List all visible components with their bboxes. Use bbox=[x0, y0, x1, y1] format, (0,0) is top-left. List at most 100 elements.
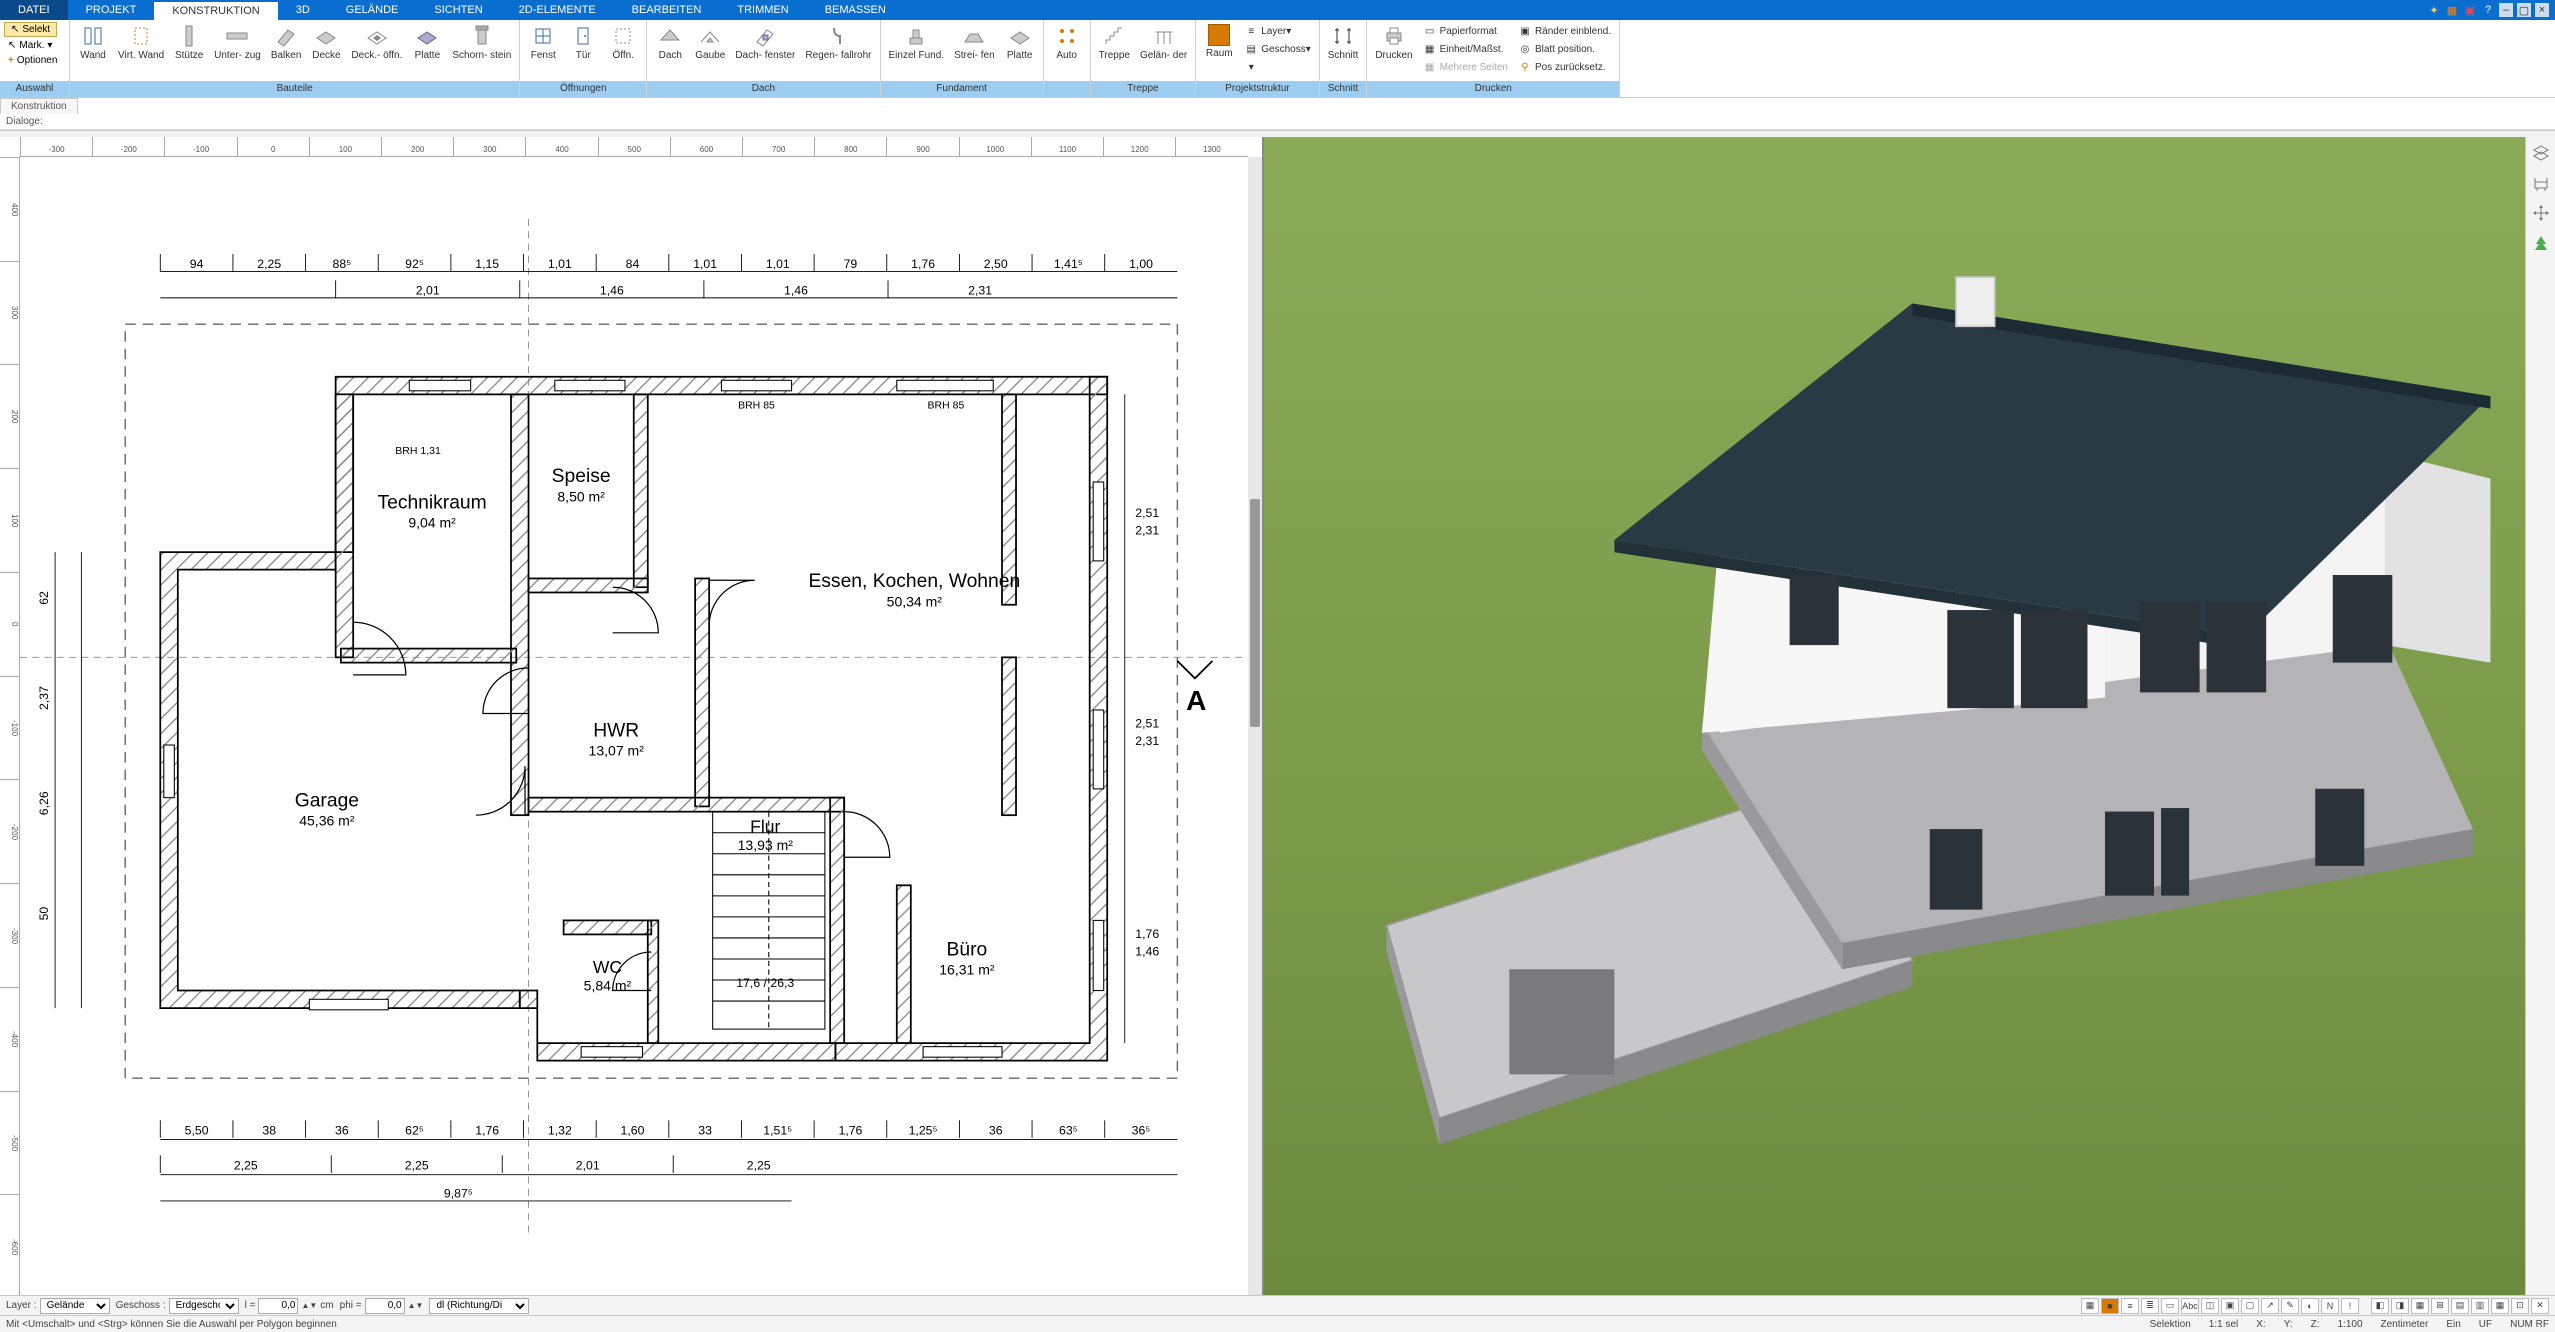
bottom-btn[interactable]: ⊡ bbox=[2511, 1298, 2529, 1314]
phi-input[interactable] bbox=[365, 1298, 405, 1314]
bottom-btn[interactable]: ↗ bbox=[2261, 1298, 2279, 1314]
bottom-btn[interactable]: ▢ bbox=[2241, 1298, 2259, 1314]
help-icon[interactable]: ? bbox=[2481, 3, 2495, 17]
mehrere-seiten-button[interactable]: ▦Mehrere Seiten bbox=[1419, 58, 1512, 76]
blattpos-button[interactable]: ◎Blatt position. bbox=[1514, 40, 1615, 58]
raum-button[interactable]: Raum bbox=[1200, 22, 1238, 61]
fenster-button[interactable]: Fenst bbox=[524, 22, 562, 63]
geschoss-button[interactable]: ▤Geschoss ▾ bbox=[1240, 40, 1315, 58]
bottom-btn[interactable]: N bbox=[2321, 1298, 2339, 1314]
schnitt-button[interactable]: Schnitt bbox=[1324, 22, 1363, 63]
bottom-btn[interactable]: ■ bbox=[2101, 1298, 2119, 1314]
mark-button[interactable]: ↖Mark. ▾ bbox=[4, 39, 56, 52]
bottom-btn[interactable]: ▦ bbox=[2491, 1298, 2509, 1314]
menu-tab-trimmen[interactable]: TRIMMEN bbox=[719, 0, 806, 20]
bottom-btn[interactable]: ▣ bbox=[2221, 1298, 2239, 1314]
bottom-btn[interactable]: ! bbox=[2341, 1298, 2359, 1314]
menu-tab-gelaende[interactable]: GELÄNDE bbox=[328, 0, 417, 20]
menu-tab-konstruktion[interactable]: KONSTRUKTION bbox=[154, 0, 277, 20]
tool-icon[interactable]: ▣ bbox=[2463, 3, 2477, 17]
tool-icon[interactable]: ▦ bbox=[2445, 3, 2459, 17]
bottom-btn[interactable]: ≡ bbox=[2121, 1298, 2139, 1314]
bottom-btn[interactable]: ◨ bbox=[2391, 1298, 2409, 1314]
bottom-btn[interactable]: ▥ bbox=[2471, 1298, 2489, 1314]
bottom-btn[interactable]: ▭ bbox=[2161, 1298, 2179, 1314]
virtwand-button[interactable]: Virt. Wand bbox=[114, 22, 168, 63]
plan-canvas[interactable]: A Technikraum9,04 m² Speise8,50 m² Essen… bbox=[20, 157, 1248, 1298]
auto-button[interactable]: Auto bbox=[1048, 22, 1086, 63]
papierformat-button[interactable]: ▭Papierformat bbox=[1419, 22, 1512, 40]
bottom-btn[interactable]: ⊞ bbox=[2431, 1298, 2449, 1314]
einzelfund-button[interactable]: Einzel Fund. bbox=[885, 22, 949, 63]
streifen-button[interactable]: Strei- fen bbox=[950, 22, 999, 63]
view-3d[interactable] bbox=[1264, 137, 2526, 1298]
regenfallrohr-button[interactable]: Regen- fallrohr bbox=[801, 22, 875, 63]
bottom-btn[interactable]: ◫ bbox=[2201, 1298, 2219, 1314]
l-input[interactable] bbox=[258, 1298, 298, 1314]
bottom-buttons: ▦■ ≡≣ ▭Abc ◫▣ ▢↗ ✎◐ N! ◧◨ ▦⊞ ▤▥ ▦⊡ ✕ bbox=[2081, 1298, 2549, 1314]
bottom-btn[interactable]: ▤ bbox=[2451, 1298, 2469, 1314]
einheit-button[interactable]: ▦Einheit/Maßst. bbox=[1419, 40, 1512, 58]
balken-button[interactable]: Balken bbox=[267, 22, 306, 63]
fplatte-button[interactable]: Platte bbox=[1001, 22, 1039, 63]
schornstein-button[interactable]: Schorn- stein bbox=[448, 22, 515, 63]
menu-tab-projekt[interactable]: PROJEKT bbox=[68, 0, 155, 20]
dachfenster-button[interactable]: Dach- fenster bbox=[731, 22, 799, 63]
opening-icon bbox=[611, 24, 635, 48]
dach-button[interactable]: Dach bbox=[651, 22, 689, 63]
menu-tab-bemassen[interactable]: BEMASSEN bbox=[807, 0, 904, 20]
layer-button[interactable]: ≡Layer ▾ bbox=[1240, 22, 1315, 40]
menu-tab-bearbeiten[interactable]: BEARBEITEN bbox=[614, 0, 720, 20]
optionen-button[interactable]: +Optionen bbox=[4, 54, 61, 67]
menu-tab-3d[interactable]: 3D bbox=[278, 0, 328, 20]
foundation-icon bbox=[904, 24, 928, 48]
tree-panel-icon[interactable] bbox=[2531, 233, 2551, 253]
geschoss-select[interactable]: Erdgeschos bbox=[169, 1298, 239, 1314]
wand-button[interactable]: Wand bbox=[74, 22, 112, 63]
stuetze-button[interactable]: Stütze bbox=[170, 22, 208, 63]
bottom-btn[interactable]: ≣ bbox=[2141, 1298, 2159, 1314]
subtab-konstruktion[interactable]: Konstruktion bbox=[0, 98, 78, 114]
bottom-btn[interactable]: ✕ bbox=[2531, 1298, 2549, 1314]
tool-icon[interactable]: ✦ bbox=[2427, 3, 2441, 17]
layer-select[interactable]: Gelände bbox=[40, 1298, 110, 1314]
dl-select[interactable]: dl (Richtung/Di bbox=[429, 1298, 529, 1314]
minimize-icon[interactable]: – bbox=[2499, 3, 2513, 17]
ribbon: ↖Selekt ↖Mark. ▾ +Optionen Auswahl Wand … bbox=[0, 20, 2555, 98]
raender-button[interactable]: ▣Ränder einblend. bbox=[1514, 22, 1615, 40]
menu-tab-datei[interactable]: DATEI bbox=[0, 0, 68, 20]
struct-button[interactable]: ▾ bbox=[1240, 58, 1315, 76]
menu-tab-sichten[interactable]: SICHTEN bbox=[416, 0, 500, 20]
gelaender-button[interactable]: Gelän- der bbox=[1136, 22, 1191, 63]
page-icon: ▭ bbox=[1423, 24, 1437, 38]
posreset-button[interactable]: ⚲Pos zurücksetz. bbox=[1514, 58, 1615, 76]
status-uf: UF bbox=[2479, 1319, 2492, 1330]
bottom-btn[interactable]: ✎ bbox=[2281, 1298, 2299, 1314]
scrollbar-vertical[interactable] bbox=[1248, 157, 1262, 1298]
menu-tab-2delemente[interactable]: 2D-ELEMENTE bbox=[501, 0, 614, 20]
bottom-btn[interactable]: ▦ bbox=[2081, 1298, 2099, 1314]
oeffnung-button[interactable]: Öffn. bbox=[604, 22, 642, 63]
bottom-btn[interactable]: ◧ bbox=[2371, 1298, 2389, 1314]
layers-panel-icon[interactable] bbox=[2531, 143, 2551, 163]
plan-2d-view[interactable]: -300-200-1000100200300400500600700800900… bbox=[0, 137, 1264, 1298]
restore-icon[interactable]: ▢ bbox=[2517, 3, 2531, 17]
unterzug-button[interactable]: Unter- zug bbox=[210, 22, 265, 63]
tuer-button[interactable]: Tür bbox=[564, 22, 602, 63]
drucken-button[interactable]: Drucken bbox=[1371, 22, 1416, 63]
treppe-button[interactable]: Treppe bbox=[1095, 22, 1134, 63]
group-label: Treppe bbox=[1091, 81, 1196, 97]
furniture-panel-icon[interactable] bbox=[2531, 173, 2551, 193]
svg-text:BRH 1,31: BRH 1,31 bbox=[395, 445, 441, 457]
decke-button[interactable]: Decke bbox=[307, 22, 345, 63]
selekt-button[interactable]: ↖Selekt bbox=[4, 22, 57, 37]
bottom-btn[interactable]: ▦ bbox=[2411, 1298, 2429, 1314]
status-scale: 1:100 bbox=[2337, 1319, 2362, 1330]
deckoeffn-button[interactable]: Deck.- öffn. bbox=[347, 22, 406, 63]
move-panel-icon[interactable] bbox=[2531, 203, 2551, 223]
bottom-btn[interactable]: Abc bbox=[2181, 1298, 2199, 1314]
bottom-btn[interactable]: ◐ bbox=[2301, 1298, 2319, 1314]
close-icon[interactable]: × bbox=[2535, 3, 2549, 17]
platte-button[interactable]: Platte bbox=[408, 22, 446, 63]
gaube-button[interactable]: Gaube bbox=[691, 22, 729, 63]
